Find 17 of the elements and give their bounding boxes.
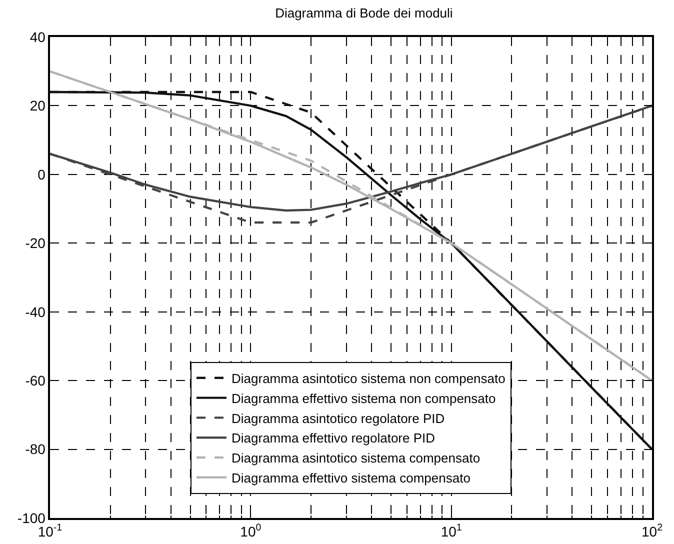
chart-title: Diagramma di Bode dei moduli (275, 5, 453, 20)
legend-label: Diagramma effettivo sistema compensato (232, 470, 470, 486)
y-tick-label: 20 (30, 98, 46, 114)
y-tick-label: -40 (25, 304, 46, 320)
legend-label: Diagramma asintotico sistema compensato (232, 450, 480, 466)
x-tick-label: 10$^{1}$ (440, 522, 462, 540)
legend-label: Diagramma effettivo sistema non compensato (232, 390, 496, 406)
x-tick-label: 10$^{0}$ (240, 522, 262, 540)
y-tick-label: 0 (38, 166, 46, 182)
y-tick-label: -80 (25, 441, 46, 458)
legend-label: Diagramma effettivo regolatore PID (232, 430, 436, 446)
x-tick-label: 10$^{2}$ (641, 522, 663, 540)
legend-label: Diagramma asintotico regolatore PID (232, 410, 445, 426)
legend-label: Diagramma asintotico sistema non compensato (232, 370, 506, 386)
y-tick-label: -20 (25, 235, 46, 252)
y-tick-label: -60 (25, 372, 46, 388)
y-tick-label: 40 (30, 28, 46, 45)
